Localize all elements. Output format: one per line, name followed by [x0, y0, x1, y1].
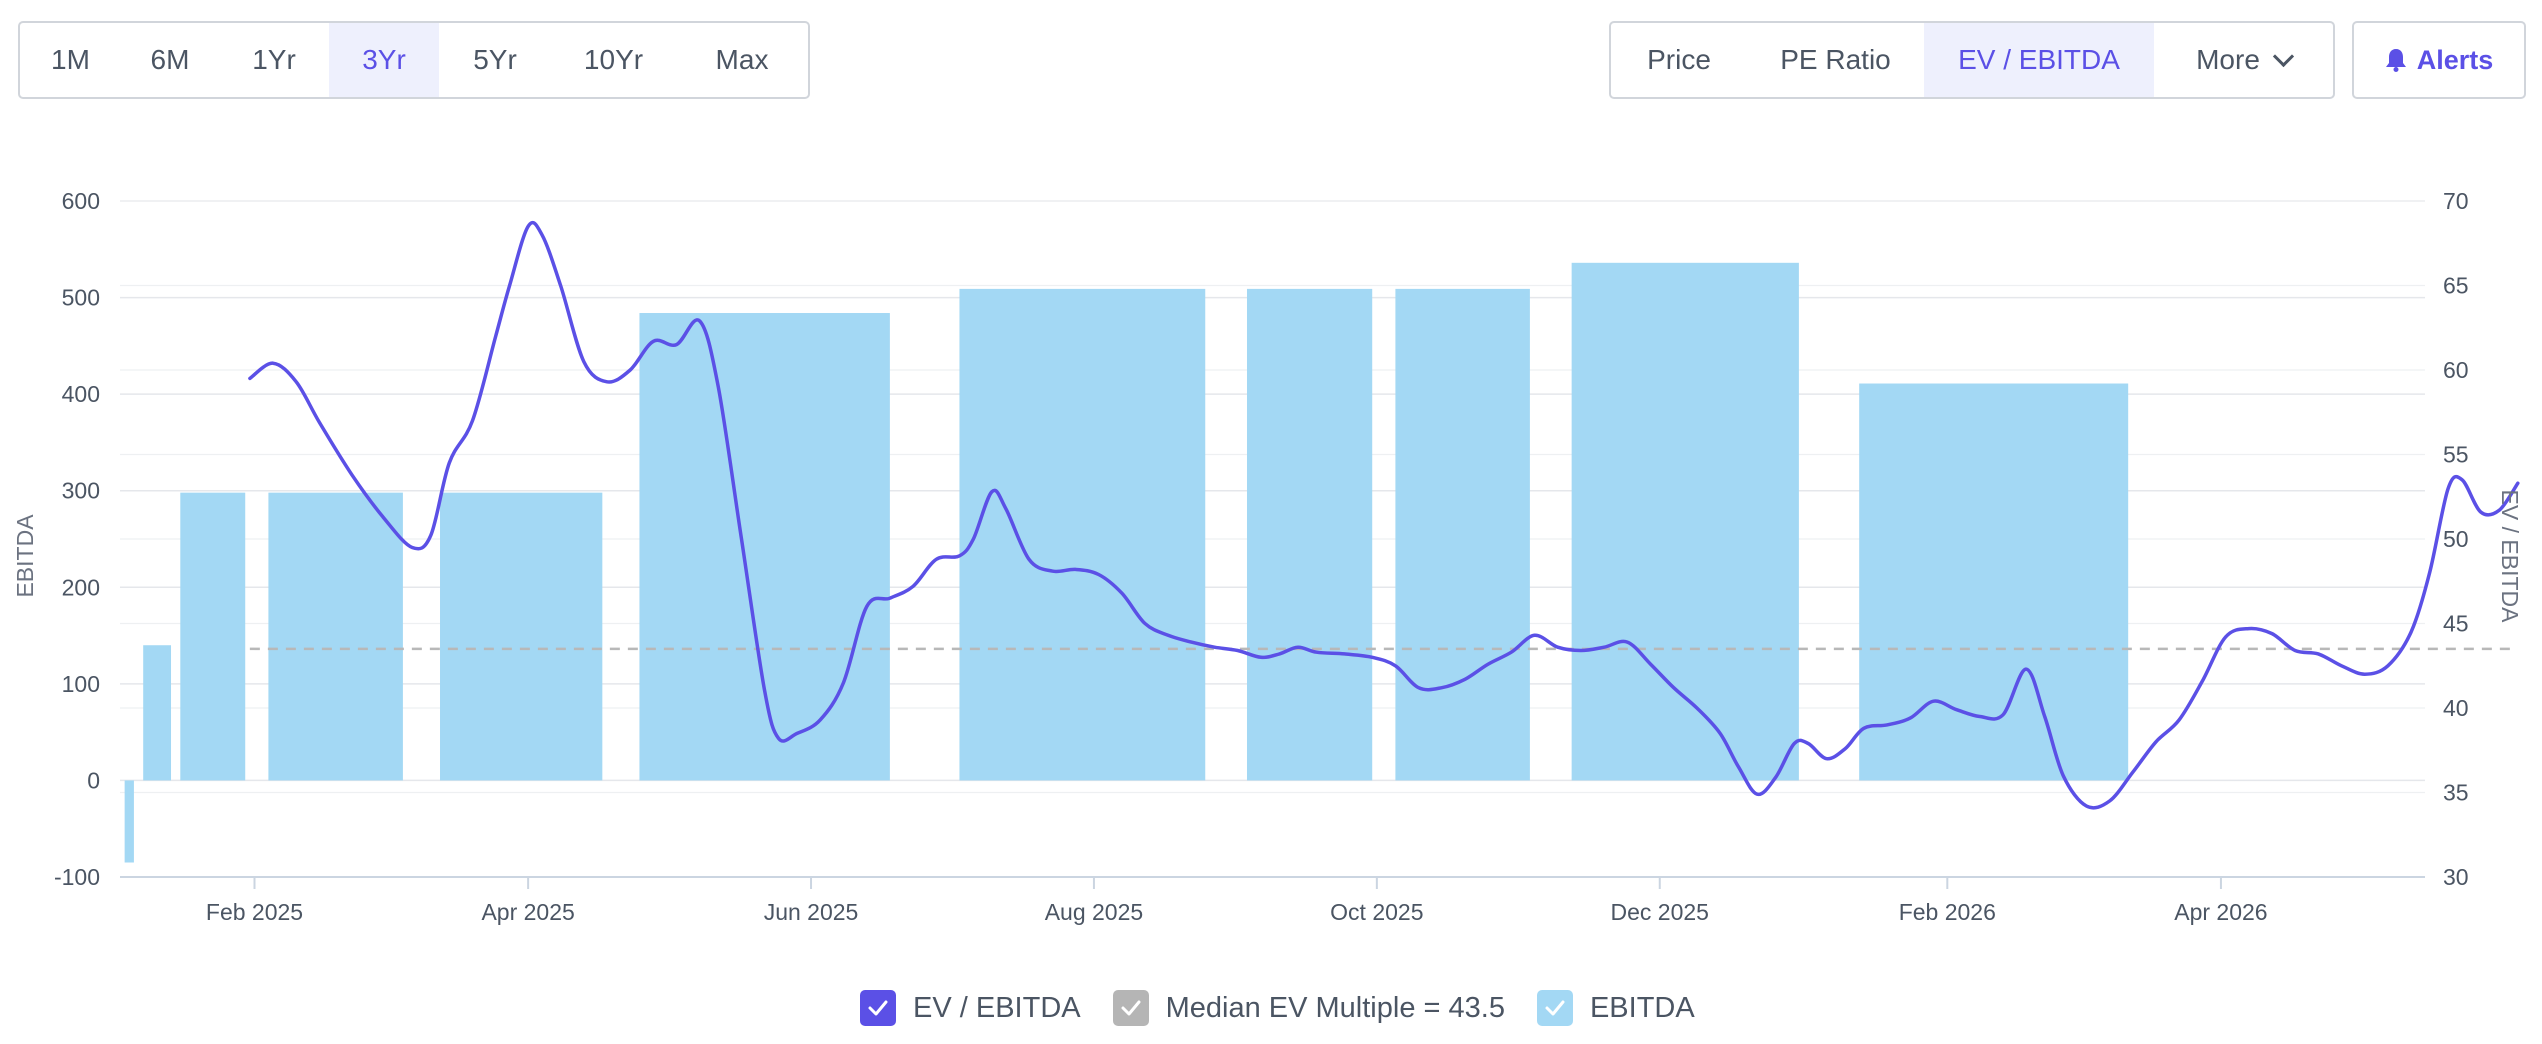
ebitda-bars — [124, 262, 2129, 863]
range-6m-button[interactable]: 6M — [150, 44, 190, 75]
x-tick-label: Feb 2025 — [206, 899, 303, 925]
right-tick-label: 70 — [2443, 188, 2469, 214]
ebitda-bar — [1571, 262, 1799, 781]
range-10yr-button[interactable]: 10Yr — [583, 44, 644, 75]
right-tick-label: 45 — [2443, 611, 2469, 637]
right-tick-label: 60 — [2443, 357, 2469, 383]
left-tick-label: 500 — [62, 285, 100, 311]
right-tick-label: 40 — [2443, 695, 2469, 721]
x-tick-label: Jun 2025 — [764, 899, 859, 925]
right-tick-label: 55 — [2443, 442, 2469, 468]
range-5yr-button[interactable]: 5Yr — [473, 44, 517, 75]
alerts-button[interactable]: Alerts — [2352, 21, 2526, 99]
ev-ebitda-line — [248, 220, 2520, 810]
legend-median[interactable]: Median EV Multiple = 43.5 — [1112, 990, 1505, 1026]
ebitda-bar — [268, 492, 403, 781]
ebitda-bar — [1246, 288, 1373, 781]
checkbox-checked-icon — [1112, 990, 1149, 1026]
range-1yr-button[interactable]: 1Yr — [252, 44, 296, 75]
left-tick-label: 300 — [62, 478, 100, 504]
right-tick-label: 35 — [2443, 780, 2469, 806]
left-tick-label: 100 — [62, 671, 100, 697]
range-3yr-button[interactable]: 3Yr — [329, 23, 439, 97]
metric-price-button[interactable]: Price — [1647, 44, 1711, 75]
ev-ebitda-line-group — [248, 220, 2520, 810]
ebitda-bar — [143, 645, 172, 781]
right-tick-label: 50 — [2443, 526, 2469, 552]
left-tick-label: 0 — [87, 767, 100, 793]
bell-icon — [2385, 49, 2406, 72]
right-tick-label: 65 — [2443, 273, 2469, 299]
left-axis-ticks: -100 0 100 200 300 400 500 600 — [54, 188, 100, 890]
alerts-label: Alerts — [2416, 44, 2494, 75]
ebitda-bar — [639, 313, 890, 781]
x-tick-label: Apr 2025 — [481, 899, 574, 925]
ebitda-bar — [1859, 383, 2129, 781]
more-label: More — [2196, 44, 2260, 75]
ebitda-bar — [959, 288, 1206, 781]
right-tick-label: 30 — [2443, 864, 2469, 890]
legend-ev-ebitda[interactable]: EV / EBITDA — [860, 990, 1081, 1026]
legend-label: EV / EBITDA — [913, 991, 1081, 1024]
right-axis-title: EV / EBITDA — [2497, 490, 2523, 624]
ev-ebitda-chart: -100 0 100 200 300 400 500 600 30 35 40 45 50 55 60 65… — [12, 188, 2523, 925]
time-range-selector: 1M 6M 1Yr 3Yr 5Yr 10Yr Max — [18, 21, 810, 99]
checkbox-checked-icon — [1536, 990, 1573, 1026]
metric-ev-ebitda-button[interactable]: EV / EBITDA — [1924, 23, 2154, 97]
checkbox-checked-icon — [860, 990, 896, 1026]
ebitda-bar — [1395, 288, 1530, 781]
legend-label: Median EV Multiple = 43.5 — [1165, 991, 1505, 1024]
left-tick-label: -100 — [54, 864, 100, 890]
range-max-button[interactable]: Max — [715, 44, 769, 75]
range-1m-button[interactable]: 1M — [51, 44, 90, 75]
more-dropdown[interactable]: More — [2154, 23, 2333, 97]
ebitda-bar — [124, 780, 134, 863]
legend-label: EBITDA — [1589, 991, 1695, 1024]
x-tick-label: Oct 2025 — [1330, 899, 1423, 925]
left-tick-label: 400 — [62, 381, 100, 407]
x-tick-label: Aug 2025 — [1045, 899, 1143, 925]
x-axis-ticks: Feb 2025 Apr 2025 Jun 2025 Aug 2025 Oct 2025… — [206, 899, 2268, 925]
metric-pe-ratio-button[interactable]: PE Ratio — [1780, 44, 1891, 75]
ebitda-bar — [440, 492, 603, 781]
ebitda-bar — [180, 492, 246, 781]
x-tick-label: Dec 2025 — [1611, 899, 1709, 925]
x-tick-label: Feb 2026 — [1899, 899, 1996, 925]
metric-selector: Price PE Ratio EV / EBITDA More — [1609, 21, 2335, 99]
left-tick-label: 600 — [62, 188, 100, 214]
left-tick-label: 200 — [62, 574, 100, 600]
legend-ebitda[interactable]: EBITDA — [1536, 990, 1695, 1026]
right-axis-ticks: 30 35 40 45 50 55 60 65 70 — [2443, 188, 2469, 890]
chart-legend: EV / EBITDA Median EV Multiple = 43.5 EB… — [860, 988, 1727, 1028]
x-tick-label: Apr 2026 — [2174, 899, 2267, 925]
left-axis-title: EBITDA — [12, 514, 38, 598]
